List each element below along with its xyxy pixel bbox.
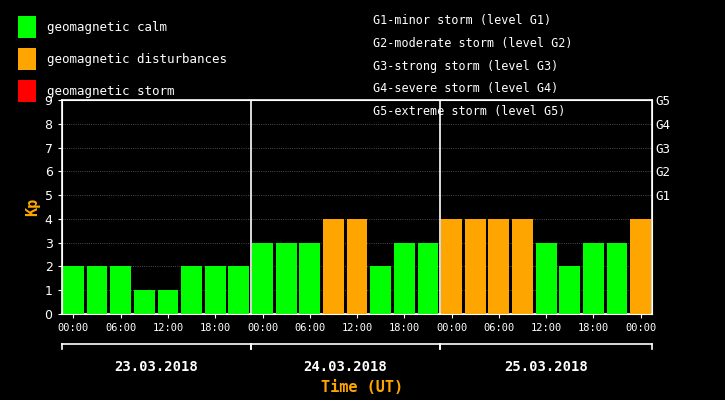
Bar — [536, 243, 557, 314]
Text: geomagnetic calm: geomagnetic calm — [47, 20, 167, 34]
Bar — [323, 219, 344, 314]
Bar — [205, 266, 225, 314]
Text: 25.03.2018: 25.03.2018 — [505, 360, 588, 374]
Bar — [252, 243, 273, 314]
Text: geomagnetic storm: geomagnetic storm — [47, 84, 175, 98]
Bar — [370, 266, 391, 314]
Text: G1-minor storm (level G1): G1-minor storm (level G1) — [373, 14, 552, 27]
Text: G2-moderate storm (level G2): G2-moderate storm (level G2) — [373, 37, 573, 50]
Y-axis label: Kp: Kp — [25, 198, 41, 216]
Bar — [583, 243, 604, 314]
Bar — [465, 219, 486, 314]
Bar — [347, 219, 368, 314]
Bar — [560, 266, 580, 314]
Bar — [228, 266, 249, 314]
Text: G3-strong storm (level G3): G3-strong storm (level G3) — [373, 60, 559, 73]
Bar — [110, 266, 131, 314]
Bar — [418, 243, 439, 314]
Bar — [63, 266, 84, 314]
Bar — [181, 266, 202, 314]
Bar — [442, 219, 462, 314]
Bar — [276, 243, 297, 314]
Bar — [299, 243, 320, 314]
Bar — [512, 219, 533, 314]
Bar — [394, 243, 415, 314]
Bar — [489, 219, 509, 314]
Bar — [630, 219, 651, 314]
Text: Time (UT): Time (UT) — [321, 380, 404, 395]
Text: G5-extreme storm (level G5): G5-extreme storm (level G5) — [373, 105, 566, 118]
Bar — [157, 290, 178, 314]
Bar — [134, 290, 154, 314]
Text: 24.03.2018: 24.03.2018 — [303, 360, 387, 374]
Text: G4-severe storm (level G4): G4-severe storm (level G4) — [373, 82, 559, 96]
Bar — [87, 266, 107, 314]
Text: 23.03.2018: 23.03.2018 — [115, 360, 198, 374]
Text: geomagnetic disturbances: geomagnetic disturbances — [47, 52, 227, 66]
Bar — [607, 243, 627, 314]
